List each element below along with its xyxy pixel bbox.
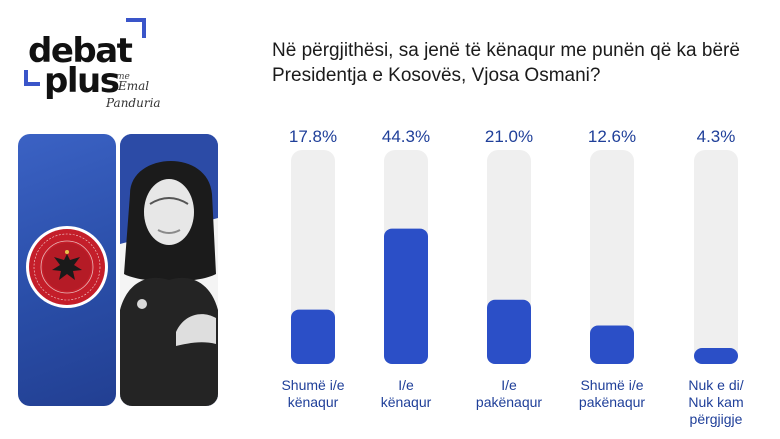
- logo-bracket-bottom: [24, 70, 40, 86]
- presidency-seal-icon: [26, 226, 108, 308]
- category-label-2-0: I/e: [501, 377, 517, 393]
- host-signature: Emal Panduria: [106, 78, 198, 112]
- bar-track-4: [694, 150, 738, 364]
- category-label-3-1: pakënaqur: [579, 394, 646, 410]
- category-label-0-0: Shumë i/e: [281, 377, 344, 393]
- bar-value-2: [487, 299, 531, 364]
- logo-word-plus: plus: [44, 61, 120, 101]
- bar-value-1: [384, 228, 428, 364]
- category-label-4-1: Nuk kam: [688, 394, 743, 410]
- category-label-4-2: përgjigje: [690, 411, 743, 427]
- survey-question: Në përgjithësi, sa jenë të kënaqur me pu…: [272, 40, 740, 86]
- category-label-1-0: I/e: [398, 377, 414, 393]
- bar-value-3: [590, 325, 634, 364]
- signature-first: Emal: [118, 79, 150, 93]
- logo-bracket-top: [126, 18, 146, 38]
- category-label-2-1: pakënaqur: [476, 394, 543, 410]
- value-label-3: 12.6%: [588, 127, 636, 146]
- bar-value-4: [694, 348, 738, 364]
- category-label-1-1: kënaqur: [381, 394, 432, 410]
- presidency-seal-panel: [18, 134, 116, 406]
- logo-word-debat: debat: [28, 31, 133, 71]
- debat-plus-logo: debat plus me Emal Panduria: [22, 14, 182, 126]
- value-label-0: 17.8%: [289, 127, 337, 146]
- category-label-3-0: Shumë i/e: [580, 377, 643, 393]
- value-label-2: 21.0%: [485, 127, 533, 146]
- president-portrait: [120, 134, 218, 406]
- bar-value-0: [291, 309, 335, 364]
- category-label-4-0: Nuk e di/: [688, 377, 743, 393]
- signature-last: Panduria: [106, 95, 161, 110]
- logo-me: me: [116, 72, 130, 82]
- bar-track-3: [590, 150, 634, 364]
- category-label-0-1: kënaqur: [288, 394, 339, 410]
- value-label-1: 44.3%: [382, 127, 430, 146]
- value-label-4: 4.3%: [697, 127, 736, 146]
- president-photo-panel: [120, 134, 218, 406]
